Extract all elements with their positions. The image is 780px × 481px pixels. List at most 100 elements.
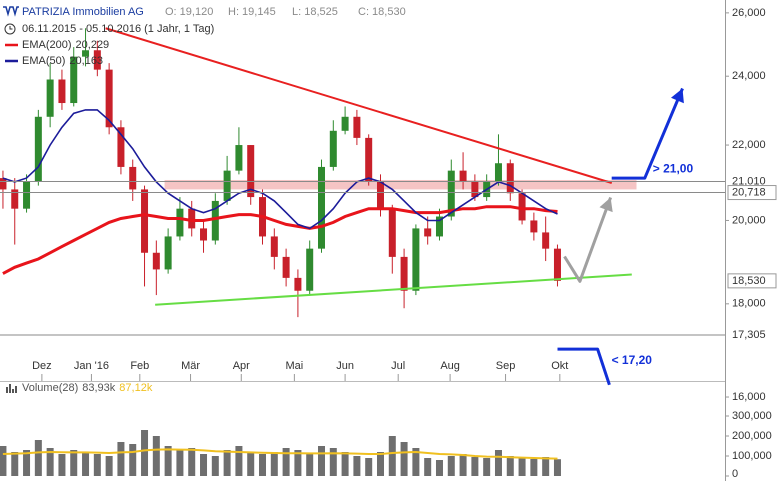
candle-body [0, 178, 7, 190]
candle-body [129, 166, 137, 190]
volume-bar [506, 456, 514, 476]
volume-bar [176, 450, 184, 476]
legend-value: 20,163 [69, 55, 103, 67]
candle-body [530, 220, 538, 233]
volume-bar [200, 454, 208, 476]
volume-bar [0, 446, 7, 476]
legend-value: 20,229 [76, 39, 110, 51]
volume-bar [412, 448, 420, 476]
candle-body [424, 228, 432, 237]
candle-body [294, 277, 302, 291]
x-tick-label: Aug [440, 360, 460, 372]
candle-body [353, 116, 361, 138]
candle-body [247, 145, 255, 198]
scenario-path [611, 87, 684, 180]
candle-body [141, 189, 149, 253]
candle-body [365, 137, 373, 182]
volume-bar [306, 454, 314, 476]
volume-icon [12, 389, 14, 393]
candle-body [105, 69, 113, 128]
candle-body [435, 216, 443, 237]
candle-body [412, 228, 420, 291]
y-tick-label: 22,000 [732, 139, 766, 151]
arrow-head [599, 197, 613, 213]
volume-bar [459, 454, 467, 476]
ohlc-label: L: 18,525 [292, 6, 338, 18]
x-tick-label: Mai [285, 360, 303, 372]
volume-bar [129, 444, 137, 476]
volume-y-tick-label: 200,000 [732, 430, 772, 442]
price-level-label: 17,305 [732, 329, 766, 341]
volume-bar [82, 452, 90, 476]
volume-bar [388, 436, 396, 476]
x-tick-label: Jan '16 [74, 360, 109, 372]
volume-legend-value: 83,93k [82, 382, 116, 394]
price-level-label: 18,530 [732, 275, 766, 287]
candle-body [46, 79, 54, 117]
candle-body [34, 116, 42, 182]
candle-body [200, 228, 208, 241]
volume-bar [530, 459, 538, 476]
volume-bar [518, 458, 526, 476]
volume-legend-average: 87,12k [119, 382, 153, 394]
volume-icon [9, 384, 11, 393]
candle-body [82, 50, 90, 57]
volume-bar [471, 457, 479, 476]
ohlc-label: H: 19,145 [228, 6, 276, 18]
logo-icon [3, 6, 19, 17]
volume-bar [141, 430, 149, 476]
volume-bar [494, 450, 502, 476]
volume-bar [11, 452, 19, 476]
candle-body [270, 236, 278, 257]
resistance-band [164, 179, 637, 190]
candle-body [506, 163, 514, 194]
volume-bar [553, 459, 561, 476]
y-tick-label: 18,000 [732, 298, 766, 310]
volume-bar [270, 452, 278, 476]
volume-bar [483, 458, 491, 476]
candle-body [223, 170, 231, 201]
volume-bar [34, 440, 42, 476]
volume-bar [424, 458, 432, 476]
volume-bar [282, 448, 290, 476]
x-tick-label: Feb [130, 360, 149, 372]
scenario-path [557, 347, 611, 386]
volume-bar [353, 456, 361, 476]
volume-bar [318, 446, 326, 476]
volume-bar [93, 454, 101, 476]
candle-body [400, 256, 408, 291]
x-tick-label: Jul [391, 360, 405, 372]
arrow-head [671, 88, 684, 104]
volume-average [2, 448, 558, 460]
candle-body [188, 208, 196, 229]
volume-bar [117, 442, 125, 476]
price-level-label: 20,718 [732, 186, 766, 198]
volume-bar [341, 452, 349, 476]
volume-bar [435, 460, 443, 476]
volume-bar [46, 448, 54, 476]
candle-body [306, 248, 314, 291]
ohlc-label: C: 18,530 [358, 6, 406, 18]
volume-bar [70, 450, 78, 476]
volume-bar [259, 454, 267, 476]
price-level-box [727, 185, 777, 201]
date-range: 06.11.2015 - 05.10.2016 (1 Jahr, 1 Tag) [22, 23, 214, 35]
trendline [155, 273, 632, 306]
volume-bar [294, 450, 302, 476]
volume-bar [211, 456, 219, 476]
volume-bar [400, 442, 408, 476]
candle-body [329, 130, 337, 167]
y-tick-label: 20,000 [732, 214, 766, 226]
ohlc-label: O: 19,120 [165, 6, 213, 18]
candle-body [494, 163, 502, 182]
clock-hands [9, 26, 13, 30]
x-tick-label: Mär [181, 360, 200, 372]
x-tick-label: Apr [233, 360, 250, 372]
volume-bar [223, 450, 231, 476]
candle-body [117, 127, 125, 167]
y-tick-label: 26,000 [732, 7, 766, 19]
volume-y-tick-label: 300,000 [732, 410, 772, 422]
candle-body [70, 56, 78, 104]
candle-body [341, 116, 349, 131]
